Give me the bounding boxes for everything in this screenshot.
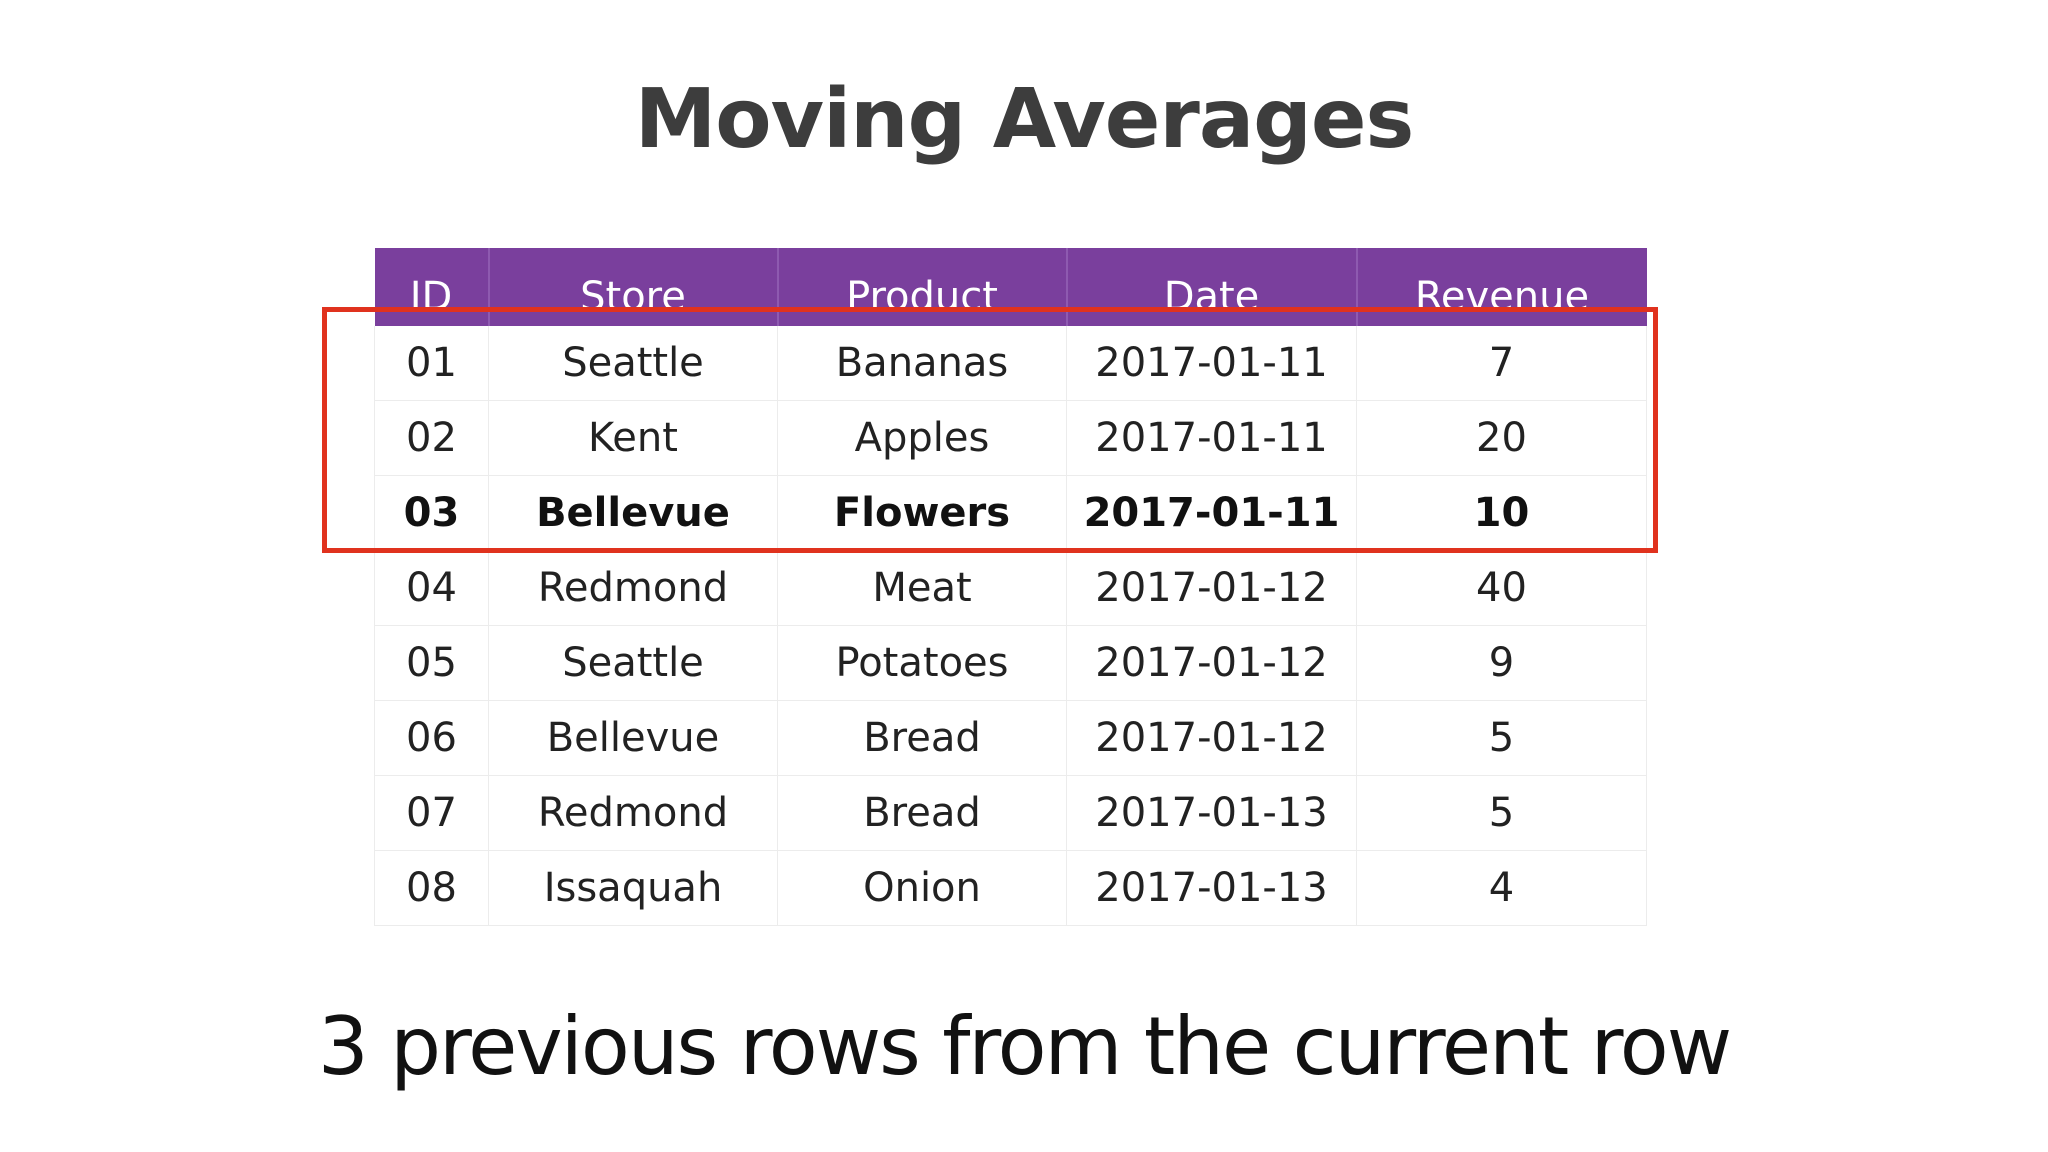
cell-product: Bread: [777, 700, 1067, 776]
cell-date: 2017-01-12: [1066, 625, 1357, 701]
cell-date: 2017-01-11: [1066, 475, 1357, 551]
cell-revenue: 40: [1356, 550, 1647, 626]
cell-store: Kent: [488, 400, 778, 476]
cell-date: 2017-01-13: [1066, 775, 1357, 851]
cell-store: Issaquah: [488, 850, 778, 926]
table-row: 06 Bellevue Bread 2017-01-12 5: [374, 700, 1647, 776]
table-row: 01 Seattle Bananas 2017-01-11 7: [374, 326, 1647, 401]
current-row: 03 Bellevue Flowers 2017-01-11 10: [374, 475, 1647, 551]
cell-store: Seattle: [488, 326, 778, 401]
table-row: 08 Issaquah Onion 2017-01-13 4: [374, 850, 1647, 926]
cell-product: Bread: [777, 775, 1067, 851]
cell-product: Meat: [777, 550, 1067, 626]
cell-id: 06: [374, 700, 489, 776]
cell-product: Bananas: [777, 326, 1067, 401]
cell-store: Redmond: [488, 550, 778, 626]
header-id: ID: [374, 248, 490, 326]
cell-store: Redmond: [488, 775, 778, 851]
header-date: Date: [1066, 248, 1358, 326]
table-row: 02 Kent Apples 2017-01-11 20: [374, 400, 1647, 476]
cell-product: Apples: [777, 400, 1067, 476]
cell-id: 04: [374, 550, 489, 626]
data-table: ID Store Product Date Revenue 01 Seattle…: [374, 248, 1647, 926]
cell-store: Bellevue: [488, 700, 778, 776]
cell-id: 03: [374, 475, 489, 551]
table-row: 04 Redmond Meat 2017-01-12 40: [374, 550, 1647, 626]
cell-product: Flowers: [777, 475, 1067, 551]
cell-revenue: 10: [1356, 475, 1647, 551]
cell-store: Seattle: [488, 625, 778, 701]
cell-date: 2017-01-11: [1066, 400, 1357, 476]
cell-revenue: 9: [1356, 625, 1647, 701]
cell-id: 05: [374, 625, 489, 701]
cell-date: 2017-01-12: [1066, 700, 1357, 776]
cell-date: 2017-01-12: [1066, 550, 1357, 626]
cell-id: 01: [374, 326, 489, 401]
cell-product: Onion: [777, 850, 1067, 926]
table-row: 07 Redmond Bread 2017-01-13 5: [374, 775, 1647, 851]
header-revenue: Revenue: [1356, 248, 1647, 326]
table-header-row: ID Store Product Date Revenue: [374, 248, 1647, 326]
cell-revenue: 20: [1356, 400, 1647, 476]
header-store: Store: [488, 248, 779, 326]
cell-store: Bellevue: [488, 475, 778, 551]
cell-id: 07: [374, 775, 489, 851]
slide-title: Moving Averages: [634, 72, 1415, 167]
cell-revenue: 4: [1356, 850, 1647, 926]
cell-product: Potatoes: [777, 625, 1067, 701]
cell-date: 2017-01-11: [1066, 326, 1357, 401]
cell-date: 2017-01-13: [1066, 850, 1357, 926]
cell-revenue: 5: [1356, 700, 1647, 776]
cell-id: 02: [374, 400, 489, 476]
cell-revenue: 5: [1356, 775, 1647, 851]
header-product: Product: [777, 248, 1068, 326]
cell-id: 08: [374, 850, 489, 926]
cell-revenue: 7: [1356, 326, 1647, 401]
slide-caption: 3 previous rows from the current row: [317, 1000, 1732, 1093]
table-row: 05 Seattle Potatoes 2017-01-12 9: [374, 625, 1647, 701]
